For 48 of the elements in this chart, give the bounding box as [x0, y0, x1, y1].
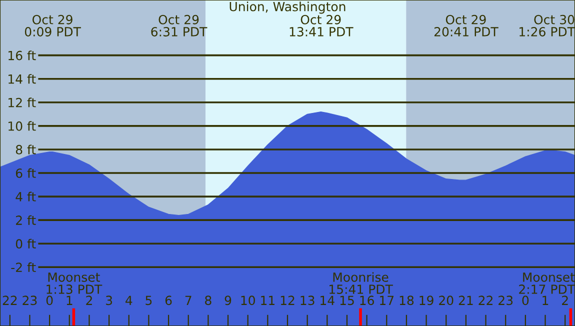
x-tick-label: 19 — [420, 296, 434, 306]
x-tick-label: 23 — [498, 296, 513, 306]
x-tick-label: 18 — [400, 296, 414, 306]
ref-line-label: Moonset 2:17 PDT — [519, 272, 575, 294]
ref-line-label: Moonset 1:13 PDT — [46, 272, 102, 294]
y-tick-label: 12 ft — [8, 98, 36, 108]
x-tick-label: 8 — [205, 296, 212, 306]
x-tick-label: 22 — [478, 296, 492, 305]
annotation: Oct 29 6:31 PDT — [151, 14, 208, 36]
x-tick-label: 23 — [22, 296, 37, 306]
x-tick-label: 15 — [340, 296, 354, 306]
x-tick-label: 9 — [224, 296, 232, 306]
x-tick-label: 1 — [542, 296, 548, 305]
annotation: Oct 29 13:41 PDT — [290, 14, 354, 36]
y-tick-label: 8 ft — [16, 144, 36, 154]
x-tick-label: 21 — [458, 296, 473, 305]
x-tick-label: 4 — [126, 296, 132, 305]
annotation: Oct 29 0:09 PDT — [24, 14, 81, 36]
y-tick-label: 2 ft — [16, 215, 36, 225]
y-tick-label: 0 ft — [16, 238, 36, 249]
x-tick-label: 7 — [185, 296, 192, 305]
x-tick-label: 3 — [106, 296, 112, 306]
x-tick-label: 22 — [2, 296, 17, 305]
x-tick-label: 5 — [146, 296, 152, 306]
x-tick-label: 10 — [241, 296, 255, 306]
x-tick-label: 14 — [320, 296, 334, 305]
y-tick-label: 10 ft — [8, 121, 36, 131]
x-tick-label: 0 — [522, 296, 529, 306]
x-tick-label: 17 — [380, 296, 394, 305]
annotation: Oct 30 1:26 PDT — [520, 14, 575, 36]
x-tick-label: 11 — [261, 296, 274, 305]
x-tick-label: 2 — [562, 296, 568, 305]
x-tick-label: 1 — [66, 296, 72, 305]
annotation: Oct 29 20:41 PDT — [434, 14, 498, 36]
x-tick-label: 0 — [46, 296, 53, 306]
x-tick-label: 2 — [86, 296, 92, 305]
y-tick-label: 14 ft — [8, 74, 36, 84]
y-tick-label: 6 ft — [16, 168, 36, 178]
y-tick-label: -2 ft — [11, 262, 36, 272]
x-tick-label: 6 — [165, 296, 172, 306]
chart-title: Union, Washington — [230, 2, 346, 14]
ref-line-label: Moonrise 15:41 PDT — [330, 272, 393, 294]
x-tick-label: 12 — [280, 296, 294, 305]
y-tick-label: 4 ft — [16, 192, 36, 202]
y-tick-label: 16 ft — [8, 50, 36, 60]
x-tick-label: 20 — [439, 296, 454, 306]
x-tick-label: 16 — [360, 296, 374, 306]
x-tick-label: 13 — [300, 296, 314, 306]
